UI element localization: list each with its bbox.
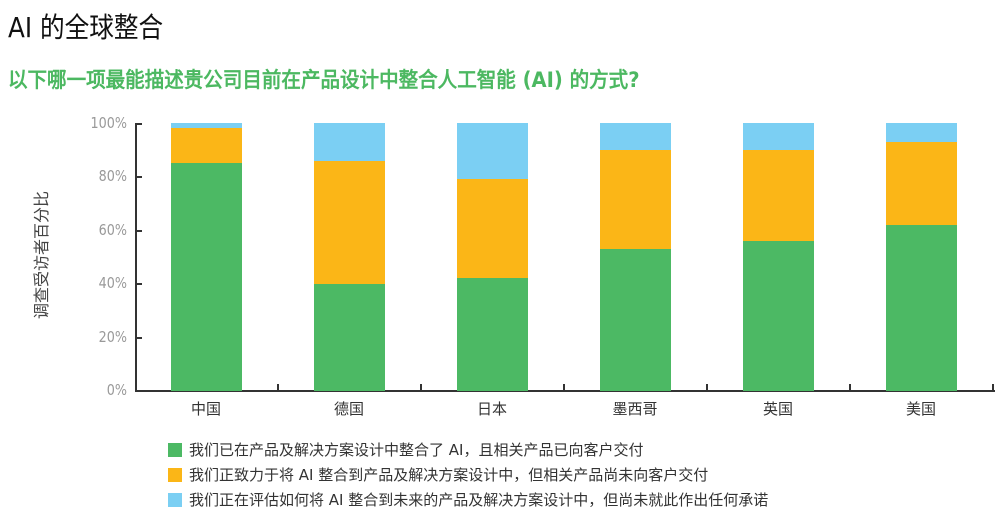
- legend-item-integrated: 我们已在产品及解决方案设计中整合了 AI，且相关产品已向客户交付: [168, 437, 768, 462]
- y-tick: [135, 337, 142, 339]
- x-tick: [849, 384, 851, 391]
- legend-item-evaluating: 我们正在评估如何将 AI 整合到未来的产品及解决方案设计中，但尚未就此作出任何承…: [168, 487, 768, 512]
- x-tick-label: 中国: [190, 400, 221, 418]
- bar-segment: [886, 123, 957, 142]
- bar-segment: [314, 283, 385, 391]
- x-tick-label: 英国: [762, 400, 793, 418]
- y-tick: [135, 123, 142, 125]
- bar-segment: [171, 128, 242, 164]
- x-tick-label: 美国: [905, 400, 936, 418]
- legend-label: 我们正在评估如何将 AI 整合到未来的产品及解决方案设计中，但尚未就此作出任何承…: [189, 491, 769, 509]
- legend-swatch-green: [168, 442, 182, 457]
- legend-swatch-blue: [168, 492, 182, 507]
- bar-segment: [314, 160, 385, 284]
- chart-subtitle: 以下哪一项最能描述贵公司目前在产品设计中整合人工智能 (AI) 的方式?: [8, 68, 640, 92]
- bar-segment: [457, 123, 528, 180]
- legend-swatch-orange: [168, 467, 182, 482]
- legend-label: 我们已在产品及解决方案设计中整合了 AI，且相关产品已向客户交付: [189, 441, 644, 459]
- x-tick-label: 日本: [476, 400, 507, 418]
- x-tick-label: 墨西哥: [612, 400, 658, 418]
- y-tick: [135, 283, 142, 285]
- bar-segment: [886, 141, 957, 225]
- y-tick-label: 40%: [98, 274, 127, 292]
- bar-segment: [171, 123, 242, 129]
- legend-item-working-on: 我们正致力于将 AI 整合到产品及解决方案设计中，但相关产品尚未向客户交付: [168, 462, 768, 487]
- y-axis: [135, 123, 137, 392]
- chart-legend: 我们已在产品及解决方案设计中整合了 AI，且相关产品已向客户交付 我们正致力于将…: [168, 437, 768, 512]
- bar-segment: [171, 163, 242, 391]
- x-tick: [706, 384, 708, 391]
- x-tick: [277, 384, 279, 391]
- y-tick-label: 0%: [106, 381, 127, 399]
- y-tick: [135, 230, 142, 232]
- x-tick: [992, 384, 994, 391]
- stacked-bar: [886, 123, 957, 391]
- stacked-bar: [171, 123, 242, 391]
- bar-segment: [743, 123, 814, 150]
- y-axis-label: 调查受访者百分比: [32, 190, 51, 320]
- y-tick-label: 20%: [98, 328, 127, 346]
- y-tick-label: 60%: [98, 221, 127, 239]
- bar-segment: [314, 123, 385, 161]
- bar-segment: [743, 149, 814, 241]
- stacked-bar: [600, 123, 671, 391]
- bar-segment: [457, 179, 528, 279]
- y-tick-label: 100%: [90, 114, 127, 132]
- stacked-bar: [314, 123, 385, 391]
- page-title: AI 的全球整合: [8, 11, 164, 44]
- bar-segment: [600, 248, 671, 391]
- x-tick: [420, 384, 422, 391]
- x-axis: [135, 390, 995, 392]
- stacked-bar: [743, 123, 814, 391]
- y-tick-label: 80%: [98, 167, 127, 185]
- legend-label: 我们正致力于将 AI 整合到产品及解决方案设计中，但相关产品尚未向客户交付: [189, 466, 709, 484]
- stacked-bar: [457, 123, 528, 391]
- x-tick: [563, 384, 565, 391]
- bar-segment: [600, 149, 671, 249]
- bar-segment: [457, 278, 528, 391]
- y-tick: [135, 176, 142, 178]
- bar-segment: [600, 123, 671, 150]
- bar-segment: [886, 224, 957, 391]
- x-tick-label: 德国: [333, 400, 364, 418]
- bar-segment: [743, 240, 814, 391]
